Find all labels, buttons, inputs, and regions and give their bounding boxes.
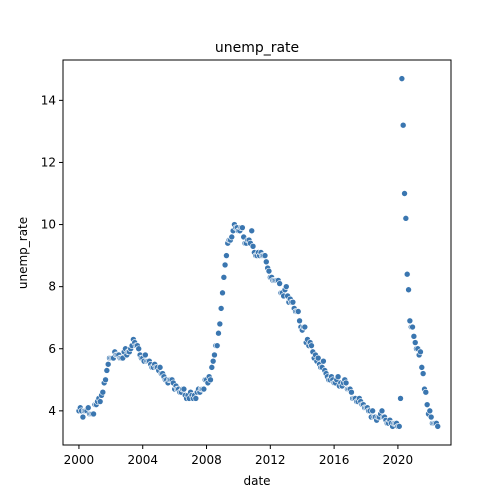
data-point-243 — [398, 75, 406, 82]
data-point-156 — [282, 283, 290, 290]
data-point-228 — [378, 407, 386, 415]
data-point-170 — [301, 323, 309, 331]
x-tick-label: 2016 — [319, 453, 350, 467]
data-point-94 — [200, 385, 208, 393]
data-point-101 — [209, 357, 217, 365]
data-point-264 — [426, 407, 434, 415]
data-point-265 — [427, 413, 435, 421]
data-point-166 — [296, 317, 303, 325]
data-point-242 — [397, 395, 404, 402]
data-point-109 — [220, 274, 228, 281]
x-tick-label: 2012 — [255, 453, 286, 467]
data-point-161 — [289, 298, 297, 306]
data-point-100 — [208, 364, 216, 371]
data-point-108 — [219, 289, 226, 297]
y-tick-label: 6 — [48, 342, 56, 356]
data-point-143 — [265, 267, 273, 275]
data-point-123 — [239, 224, 246, 231]
data-point-195 — [334, 373, 342, 380]
x-tick-label: 2008 — [191, 453, 222, 467]
x-tick-label: 2000 — [64, 453, 95, 467]
data-point-184 — [320, 357, 327, 365]
data-point-253 — [411, 339, 419, 346]
data-point-205 — [348, 388, 355, 396]
y-tick-label: 14 — [41, 93, 56, 107]
y-tick-label: 4 — [48, 404, 56, 418]
data-point-270 — [434, 423, 442, 430]
data-point-88 — [192, 395, 200, 402]
x-tick-label: 2004 — [127, 453, 158, 467]
data-point-165 — [294, 308, 302, 315]
data-point-249 — [406, 317, 414, 325]
data-point-131 — [249, 242, 257, 250]
data-point-244 — [399, 121, 407, 129]
data-point-201 — [342, 379, 350, 387]
data-point-110 — [221, 261, 229, 269]
data-point-16 — [96, 398, 104, 405]
data-point-252 — [410, 333, 418, 340]
data-point-107 — [217, 305, 225, 312]
data-point-99 — [207, 376, 214, 384]
y-tick-label: 10 — [41, 218, 56, 232]
data-point-257 — [417, 348, 424, 356]
data-point-7 — [84, 404, 92, 412]
y-tick-label: 12 — [41, 155, 56, 169]
data-point-61 — [156, 364, 164, 371]
data-point-221 — [369, 407, 376, 415]
data-point-18 — [99, 388, 107, 396]
data-point-104 — [213, 342, 221, 349]
data-point-258 — [418, 364, 426, 371]
data-point-245 — [401, 190, 408, 197]
data-point-45 — [135, 345, 143, 353]
x-axis: 2000 2004 2008 2012 2016 2020 — [64, 445, 414, 467]
data-point-102 — [211, 351, 218, 359]
data-point-151 — [276, 280, 283, 287]
data-points — [75, 75, 442, 430]
y-axis: 4 6 8 10 12 14 — [41, 93, 63, 418]
data-point-20 — [102, 376, 109, 384]
data-point-3 — [79, 413, 87, 421]
chart-title: unemp_rate — [215, 40, 299, 56]
data-point-105 — [215, 329, 222, 337]
data-point-21 — [103, 367, 111, 374]
data-point-246 — [402, 215, 410, 222]
data-point-251 — [409, 323, 416, 331]
data-point-180 — [314, 354, 322, 362]
data-point-22 — [104, 360, 112, 368]
plot-frame — [62, 59, 452, 446]
data-point-115 — [228, 233, 236, 241]
data-point-141 — [262, 258, 270, 266]
data-point-11 — [90, 410, 97, 418]
x-axis-label: date — [243, 474, 270, 488]
data-point-106 — [216, 320, 224, 328]
y-tick-label: 8 — [48, 280, 56, 294]
data-point-261 — [422, 388, 430, 396]
data-point-175 — [308, 342, 315, 349]
data-point-79 — [180, 385, 188, 393]
data-point-248 — [405, 286, 412, 294]
data-point-247 — [403, 270, 411, 278]
x-tick-label: 2020 — [383, 453, 414, 467]
data-point-140 — [261, 252, 269, 259]
y-axis-label: unemp_rate — [16, 217, 30, 289]
data-point-259 — [419, 370, 427, 377]
data-point-50 — [142, 351, 149, 359]
data-point-241 — [395, 423, 403, 430]
data-point-262 — [423, 401, 431, 408]
data-point-130 — [248, 227, 256, 235]
data-point-111 — [223, 252, 230, 259]
